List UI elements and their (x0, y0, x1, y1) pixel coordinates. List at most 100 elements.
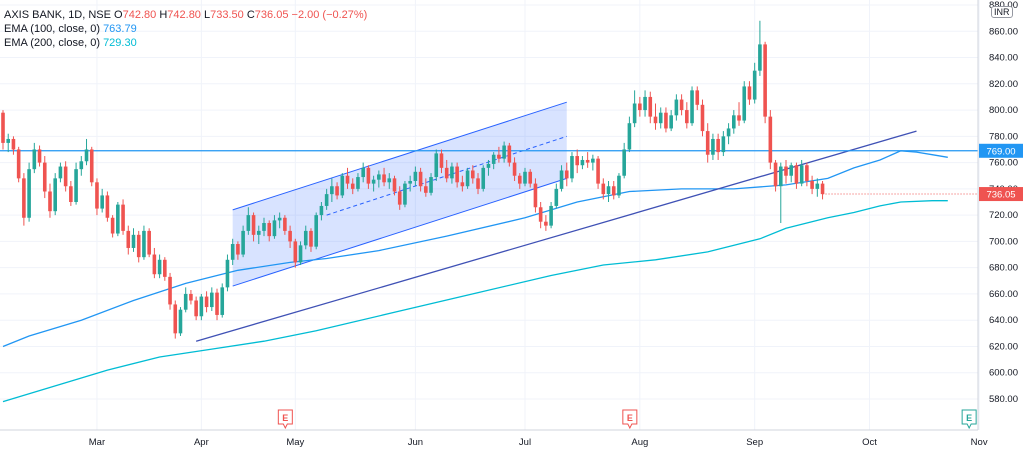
candle-body[interactable] (544, 221, 548, 226)
candle-body[interactable] (486, 163, 491, 168)
candle-body[interactable] (695, 90, 700, 105)
candle-body[interactable] (497, 154, 501, 159)
candle-body[interactable] (350, 183, 355, 189)
candle-body[interactable] (763, 44, 767, 117)
candle-body[interactable] (674, 99, 679, 116)
candle-body[interactable] (142, 230, 146, 258)
candle-body[interactable] (6, 138, 11, 143)
candle-body[interactable] (262, 223, 266, 231)
candle-body[interactable] (679, 99, 684, 111)
candle-body[interactable] (611, 186, 616, 196)
candle-body[interactable] (705, 131, 710, 155)
candle-body[interactable] (784, 166, 788, 176)
candle-body[interactable] (69, 186, 73, 202)
candle-body[interactable] (189, 293, 193, 301)
candle-body[interactable] (815, 183, 820, 189)
candle-body[interactable] (163, 259, 167, 277)
candle-body[interactable] (79, 161, 84, 170)
channel-upper-line[interactable] (232, 101, 567, 211)
candle-body[interactable] (596, 158, 600, 184)
candle-body[interactable] (16, 149, 21, 179)
legend-ema100-row[interactable]: EMA (100, close, 0) 763.79 (4, 22, 367, 36)
candle-body[interactable] (397, 191, 402, 205)
candle-body[interactable] (277, 217, 282, 221)
candle-body[interactable] (413, 171, 418, 181)
candle-body[interactable] (1, 112, 5, 143)
candle-body[interactable] (564, 170, 569, 179)
candle-body[interactable] (700, 104, 705, 132)
candle-body[interactable] (330, 186, 334, 195)
candle-body[interactable] (570, 156, 574, 179)
candle-body[interactable] (303, 230, 308, 246)
last-price-tag[interactable] (979, 187, 1023, 202)
candle-body[interactable] (220, 287, 225, 315)
candle-body[interactable] (737, 115, 741, 121)
candle-body[interactable] (585, 159, 590, 163)
candle-body[interactable] (523, 171, 527, 184)
candle-body[interactable] (538, 207, 543, 222)
candle-body[interactable] (199, 296, 204, 317)
candle-body[interactable] (121, 204, 125, 231)
candle-body[interactable] (580, 159, 585, 166)
candle-body[interactable] (53, 178, 57, 212)
candle-body[interactable] (63, 166, 68, 187)
candle-body[interactable] (726, 128, 731, 137)
candle-body[interactable] (183, 293, 188, 310)
candle-body[interactable] (335, 186, 339, 196)
earnings-marker[interactable] (622, 409, 638, 430)
candle-body[interactable] (685, 110, 689, 124)
ema200-line[interactable] (2, 200, 948, 403)
candle-body[interactable] (392, 178, 397, 192)
candle-body[interactable] (408, 180, 412, 184)
candle-body[interactable] (450, 166, 454, 179)
candle-body[interactable] (658, 112, 663, 124)
symbol-label[interactable]: AXIS BANK, 1D, NSE (4, 9, 111, 21)
candle-body[interactable] (361, 167, 365, 178)
candle-body[interactable] (742, 86, 747, 121)
candle-body[interactable] (768, 116, 773, 163)
candle-body[interactable] (136, 234, 141, 258)
candle-body[interactable] (549, 205, 553, 226)
candle-body[interactable] (716, 138, 720, 153)
candle-body[interactable] (157, 259, 162, 275)
candle-body[interactable] (194, 300, 198, 317)
candle-body[interactable] (424, 186, 428, 193)
candle-body[interactable] (575, 156, 579, 166)
candle-body[interactable] (241, 230, 245, 255)
candle-body[interactable] (173, 304, 178, 334)
candle-body[interactable] (251, 215, 256, 235)
candle-body[interactable] (178, 309, 183, 334)
candle-body[interactable] (528, 171, 533, 184)
candle-body[interactable] (403, 183, 407, 205)
candle-body[interactable] (752, 70, 757, 100)
candle-body[interactable] (22, 178, 26, 218)
candle-body[interactable] (272, 220, 277, 237)
candle-body[interactable] (418, 171, 423, 187)
candle-body[interactable] (471, 170, 475, 179)
candle-body[interactable] (116, 204, 120, 234)
candle-body[interactable] (460, 182, 465, 187)
channel-lower-line[interactable] (232, 177, 567, 287)
candle-body[interactable] (465, 170, 470, 187)
candle-body[interactable] (345, 175, 350, 184)
legend-ema200-row[interactable]: EMA (200, close, 0) 729.30 (4, 36, 367, 50)
candle-body[interactable] (653, 116, 658, 124)
candle-body[interactable] (778, 166, 783, 187)
candle-body[interactable] (476, 178, 480, 189)
candle-body[interactable] (502, 145, 506, 159)
candle-body[interactable] (638, 103, 642, 111)
candle-body[interactable] (810, 180, 814, 189)
candle-body[interactable] (246, 215, 251, 231)
candle-body[interactable] (11, 138, 16, 150)
candle-body[interactable] (27, 169, 31, 218)
candle-body[interactable] (758, 44, 762, 71)
candle-body[interactable] (267, 223, 272, 237)
candle-body[interactable] (152, 254, 157, 275)
candle-body[interactable] (225, 259, 230, 288)
candle-body[interactable] (533, 183, 538, 208)
level-price-tag[interactable] (979, 143, 1023, 158)
candle-body[interactable] (444, 167, 449, 179)
candle-body[interactable] (627, 123, 632, 150)
